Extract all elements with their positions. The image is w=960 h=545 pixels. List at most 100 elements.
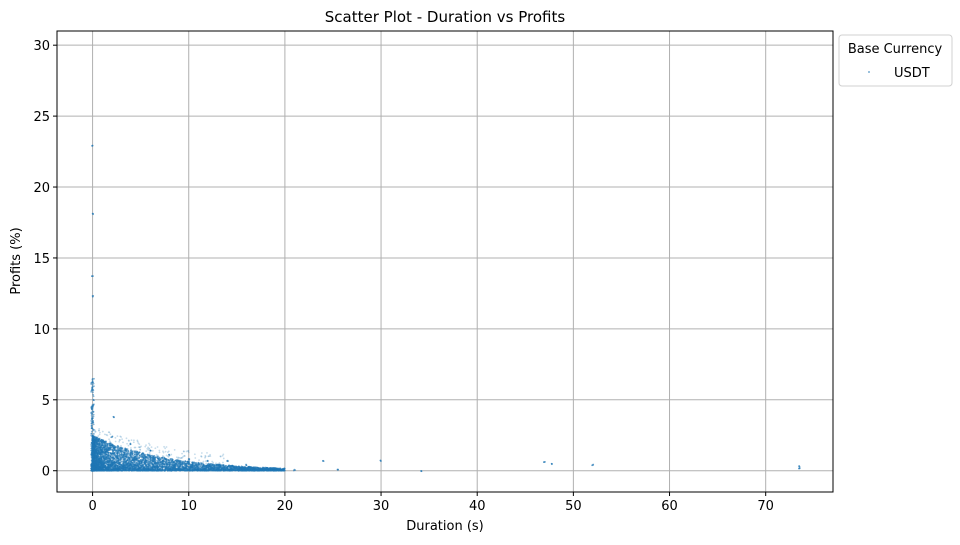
scatter-point (107, 457, 109, 460)
scatter-point (178, 460, 181, 463)
scatter-point (107, 443, 110, 445)
scatter-point (193, 468, 196, 470)
scatter-point (133, 469, 136, 472)
scatter-point (181, 464, 184, 466)
scatter-point (112, 449, 114, 452)
scatter-point (117, 459, 120, 462)
scatter-point (130, 464, 133, 467)
scatter-point (179, 465, 182, 467)
scatter-point (283, 469, 286, 472)
scatter-point (98, 458, 100, 461)
scatter-point (122, 454, 125, 457)
scatter-point (127, 461, 130, 464)
scatter-point (162, 461, 165, 463)
scatter-point (148, 469, 150, 472)
scatter-point (122, 449, 125, 452)
scatter-point (119, 456, 121, 459)
scatter-point (121, 469, 124, 472)
scatter-point (120, 464, 123, 467)
scatter-point (193, 461, 196, 464)
scatter-point (220, 467, 223, 470)
scatter-point (102, 444, 105, 447)
scatter-point (158, 461, 161, 464)
scatter-point (181, 465, 184, 468)
scatter-point (109, 445, 112, 447)
scatter-point (106, 460, 109, 462)
scatter-point (278, 467, 281, 470)
scatter-point (103, 461, 106, 464)
scatter-point (156, 469, 159, 472)
scatter-point (164, 461, 167, 463)
scatter-point (111, 463, 114, 466)
scatter-point (105, 465, 108, 468)
scatter-point (223, 468, 226, 471)
scatter-point (111, 454, 114, 457)
scatter-point (146, 459, 149, 461)
scatter-point (118, 452, 121, 454)
scatter-point (108, 448, 111, 451)
scatter-point (130, 460, 133, 463)
scatter-point (157, 455, 160, 458)
scatter-point (146, 466, 149, 469)
scatter-point (138, 456, 141, 459)
scatter-point (158, 469, 160, 471)
scatter-point (154, 456, 157, 459)
scatter-point (179, 463, 182, 466)
scatter-point (100, 457, 103, 460)
scatter-point (139, 454, 142, 457)
scatter-point (180, 460, 183, 463)
scatter-point (202, 466, 205, 469)
scatter-point (99, 446, 101, 449)
scatter-point (97, 449, 100, 452)
scatter-point (257, 468, 260, 471)
scatter-point (130, 469, 132, 471)
scatter-point (97, 438, 100, 440)
scatter-point (117, 445, 119, 448)
scatter-point (206, 469, 209, 471)
scatter-point (150, 469, 153, 472)
data-points (90, 144, 801, 473)
scatter-point (161, 457, 164, 460)
scatter-point (131, 453, 134, 456)
scatter-point (103, 460, 106, 463)
scatter-point (131, 457, 134, 459)
scatter-point (137, 467, 140, 470)
scatter-point (183, 466, 185, 469)
scatter-point (113, 455, 116, 457)
scatter-point (177, 469, 179, 471)
scatter-point (129, 455, 132, 458)
scatter-point (161, 469, 164, 472)
scatter-point (227, 464, 230, 467)
scatter-point (104, 453, 107, 455)
scatter-point (119, 459, 122, 462)
scatter-point (173, 466, 176, 469)
scatter-point (167, 459, 170, 462)
scatter-point (123, 449, 126, 452)
scatter-point (149, 459, 152, 462)
chart-title: Scatter Plot - Duration vs Profits (325, 8, 566, 26)
scatter-point (163, 457, 166, 459)
scatter-point (219, 465, 222, 468)
scatter-point (237, 468, 240, 470)
scatter-point (153, 454, 156, 457)
scatter-point (134, 452, 137, 455)
scatter-point (277, 468, 280, 471)
scatter-point (142, 468, 145, 471)
scatter-point (108, 461, 111, 464)
scatter-point (126, 459, 129, 462)
scatter-point (120, 455, 123, 458)
scatter-point (123, 451, 126, 454)
scatter-point (132, 458, 135, 461)
scatter-point (154, 467, 157, 469)
scatter-point (128, 458, 131, 461)
scatter-point (104, 443, 107, 446)
scatter-point (167, 466, 170, 469)
scatter-point (114, 466, 117, 469)
scatter-point (130, 451, 133, 454)
scatter-point (255, 467, 258, 469)
scatter-point (192, 469, 195, 472)
scatter-point (211, 466, 214, 469)
scatter-point (127, 469, 130, 472)
scatter-point (105, 468, 108, 471)
scatter-point (124, 465, 127, 468)
